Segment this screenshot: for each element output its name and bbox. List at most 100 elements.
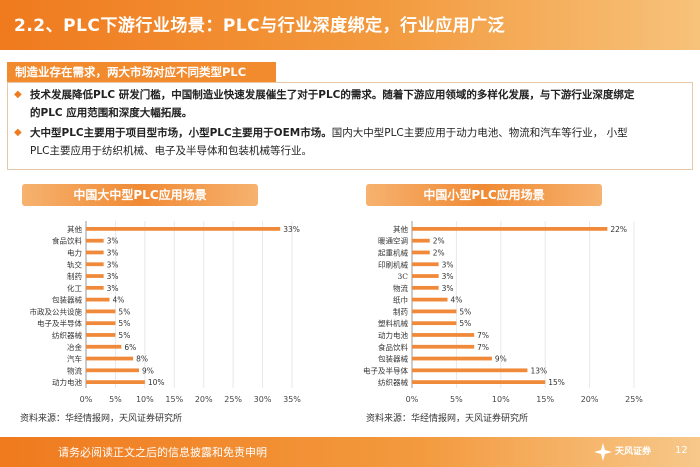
data-label: 5% xyxy=(459,307,471,316)
bar xyxy=(412,344,475,349)
data-label: 2% xyxy=(433,237,445,246)
bar xyxy=(86,250,104,255)
data-label: 3% xyxy=(442,260,454,269)
x-tick-label: 30% xyxy=(254,395,272,404)
x-tick-label: 15% xyxy=(165,395,183,404)
logo-text: 天风证券 xyxy=(615,447,652,457)
bar xyxy=(412,356,492,361)
x-tick-label: 25% xyxy=(224,395,242,404)
bar xyxy=(86,309,116,314)
bullet-diamond-icon: ◆ xyxy=(14,89,22,100)
x-tick-label: 20% xyxy=(195,395,213,404)
bar xyxy=(86,227,281,231)
x-tick-label: 20% xyxy=(581,395,599,404)
data-label: 7% xyxy=(477,331,489,340)
data-label: 5% xyxy=(459,319,471,328)
category-label: 动力电池 xyxy=(378,330,408,340)
bullet-2-normal: 国内大中型PLC主要应用于动力电池、物流和汽车等行业， 小型 xyxy=(331,127,628,139)
chart-2-source: 资料来源：华经情报网，天风证券研究所 xyxy=(366,414,529,424)
bullet-diamond-icon: ◆ xyxy=(14,127,22,138)
x-tick-label: 15% xyxy=(536,395,554,404)
bar xyxy=(412,262,439,267)
bullet-2-bold: 大中型PLC主要用于项目型市场，小型PLC主要用于OEM市场。 xyxy=(30,127,332,139)
bar xyxy=(412,321,457,326)
bar xyxy=(412,285,439,290)
data-label: 3% xyxy=(442,284,454,293)
category-label: 化工 xyxy=(67,283,82,293)
data-label: 3% xyxy=(107,284,119,293)
bar xyxy=(86,333,116,337)
x-tick-label: 25% xyxy=(625,395,643,404)
data-label: 4% xyxy=(451,296,463,305)
bullets-box: ◆ 技术发展降低PLC 研发门槛，中国制造业快速发展催生了对于PLC的需求。随着… xyxy=(7,82,693,170)
data-label: 4% xyxy=(113,296,125,305)
bullet-2-line-2: PLC主要应用于纺织机械、电子及半导体和包装机械等行业。 xyxy=(30,145,313,157)
header-bar: 2.2、PLC下游行业场景：PLC与行业深度绑定，行业应用广泛 xyxy=(0,0,700,50)
bar xyxy=(412,250,430,255)
x-tick-label: 10% xyxy=(492,395,510,404)
category-label: 市政及公共设施 xyxy=(30,306,83,316)
category-label: 动力电池 xyxy=(52,377,82,387)
data-label: 3% xyxy=(107,248,119,257)
category-label: 起重机械 xyxy=(378,247,408,257)
category-label: 塑料机械 xyxy=(378,318,408,328)
bar xyxy=(86,321,116,326)
data-label: 10% xyxy=(148,378,165,387)
category-label: 汽车 xyxy=(67,354,82,364)
page-number: 12 xyxy=(675,445,688,456)
category-label: 包装器械 xyxy=(378,354,408,364)
category-label: 电子及半导体 xyxy=(37,318,82,328)
category-label: 电力 xyxy=(67,247,82,257)
bar xyxy=(412,368,528,373)
bar xyxy=(412,274,439,278)
chart-large-plc: 0% 5% 10% 15% 20% 25% 30% 35%其他 33%食品饮料 3%电力 3%轨交 3… xyxy=(30,221,301,404)
data-label: 7% xyxy=(477,343,489,352)
bar xyxy=(412,380,546,384)
bullet-1-line-1: 技术发展降低PLC 研发门槛，中国制造业快速发展催生了对于PLC的需求。随着下游… xyxy=(30,89,635,101)
x-tick-label: 35% xyxy=(283,395,301,404)
bullet-1-line-2: 的PLC 应用范围和深度大幅拓展。 xyxy=(30,107,193,119)
chart-small-plc: 0% 5% 10% 15% 20% 25% 其他 22% 暖通空调 2% 起重机械 2% 印刷机械 3% 3… xyxy=(363,221,643,404)
category-label: 轨交 xyxy=(67,259,82,269)
category-label: 纺织器械 xyxy=(378,377,408,387)
category-label: 冶金 xyxy=(67,342,82,352)
data-label: 5% xyxy=(118,331,130,340)
tianfeng-logo-icon xyxy=(594,443,612,461)
chart-1-source: 资料来源：华经情报网，天风证券研究所 xyxy=(20,414,183,424)
bar xyxy=(86,368,139,373)
category-label: 暖通空调 xyxy=(378,236,408,246)
bar xyxy=(412,227,608,231)
data-label: 3% xyxy=(442,272,454,281)
data-label: 9% xyxy=(142,366,154,375)
category-label: 电子及半导体 xyxy=(363,365,408,375)
bar xyxy=(86,297,110,302)
x-tick-label: 0% xyxy=(80,395,93,404)
bullet-item-1: ◆ 技术发展降低PLC 研发门槛，中国制造业快速发展催生了对于PLC的需求。随着… xyxy=(14,86,680,122)
data-label: 6% xyxy=(124,343,136,352)
category-label: 3C xyxy=(397,272,408,281)
chart-2-title: 中国小型PLC应用场景 xyxy=(366,184,602,206)
bullet-item-2: ◆ 大中型PLC主要用于项目型市场，小型PLC主要用于OEM市场。国内大中型PL… xyxy=(14,124,680,160)
bar xyxy=(86,262,104,267)
bar xyxy=(86,356,134,361)
data-label: 3% xyxy=(107,260,119,269)
chart-1-title: 中国大中型PLC应用场景 xyxy=(22,184,258,206)
category-label: 其他 xyxy=(393,224,408,234)
data-label: 9% xyxy=(495,355,507,364)
data-label: 8% xyxy=(136,355,148,364)
category-label: 其他 xyxy=(67,224,82,234)
category-label: 制药 xyxy=(393,306,408,316)
bar xyxy=(412,309,457,314)
category-label: 纺织器械 xyxy=(52,330,82,340)
x-tick-label: 5% xyxy=(450,395,463,404)
bar xyxy=(86,238,104,243)
category-label: 包装器械 xyxy=(52,295,82,305)
category-label: 印刷机械 xyxy=(378,259,408,269)
data-label: 15% xyxy=(548,378,565,387)
bar xyxy=(86,285,104,290)
category-label: 纸巾 xyxy=(393,295,408,305)
data-label: 2% xyxy=(433,248,445,257)
section-subtitle: 制造业存在需求，两大市场对应不同类型PLC xyxy=(7,62,276,82)
page-title: 2.2、PLC下游行业场景：PLC与行业深度绑定，行业应用广泛 xyxy=(14,16,506,36)
